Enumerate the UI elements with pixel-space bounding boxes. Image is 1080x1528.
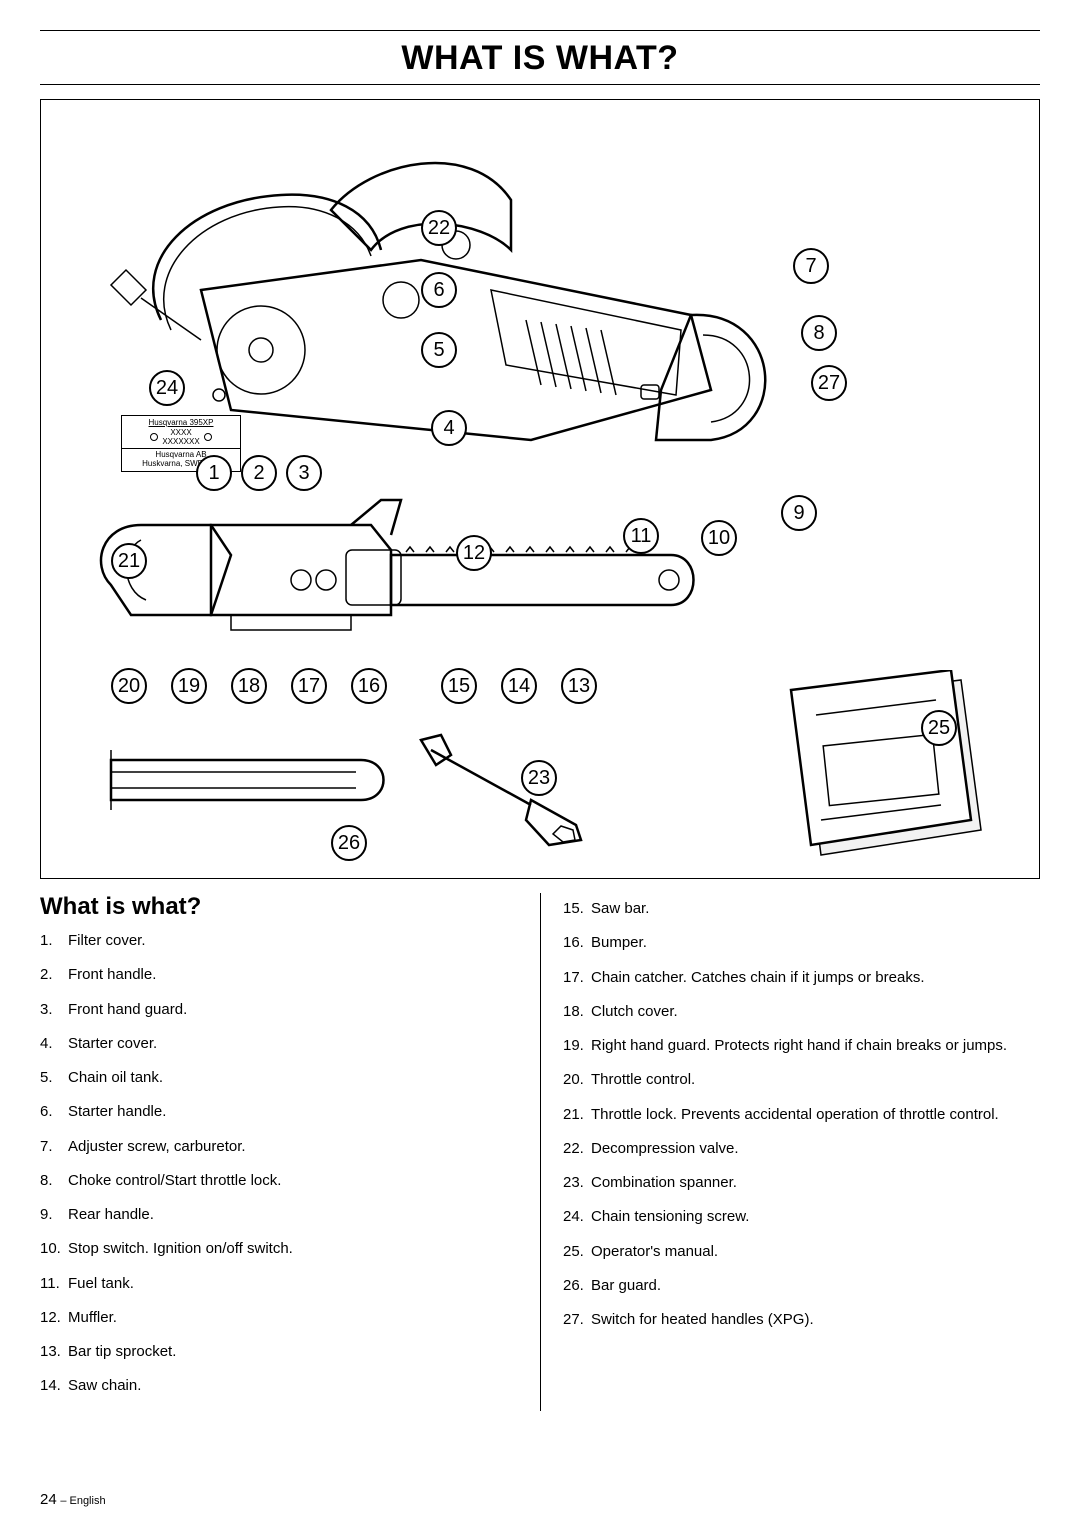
- plate-line1: XXXX: [162, 428, 199, 438]
- plate-line2: XXXXXXX: [162, 437, 199, 447]
- callout-9: 9: [781, 495, 817, 531]
- callout-19: 19: [171, 668, 207, 704]
- bar-guard-illustration: [101, 740, 401, 820]
- callout-27: 27: [811, 365, 847, 401]
- callout-17: 17: [291, 668, 327, 704]
- callout-21: 21: [111, 543, 147, 579]
- plate-model: Husqvarna 395XP: [122, 418, 240, 428]
- parts-list-left: 1.Filter cover. 2.Front handle. 3.Front …: [40, 931, 528, 1397]
- chainsaw-side-illustration: [91, 495, 711, 675]
- callout-14: 14: [501, 668, 537, 704]
- parts-columns: What is what? 1.Filter cover. 2.Front ha…: [40, 893, 1040, 1411]
- section-subtitle: What is what?: [40, 893, 528, 921]
- callout-4: 4: [431, 410, 467, 446]
- callout-12: 12: [456, 535, 492, 571]
- callout-18: 18: [231, 668, 267, 704]
- page-header: WHAT IS WHAT?: [40, 30, 1040, 85]
- callout-22: 22: [421, 210, 457, 246]
- page-language: – English: [60, 1495, 105, 1507]
- page-number: 24: [40, 1491, 57, 1508]
- callout-11: 11: [623, 518, 659, 554]
- callout-16: 16: [351, 668, 387, 704]
- callout-7: 7: [793, 248, 829, 284]
- callout-5: 5: [421, 332, 457, 368]
- callout-10: 10: [701, 520, 737, 556]
- callout-2: 2: [241, 455, 277, 491]
- diagram-container: Husqvarna 395XP XXXX XXXXXXX Husqvarna A…: [40, 99, 1040, 879]
- callout-25: 25: [921, 710, 957, 746]
- manual-illustration: [761, 670, 1001, 870]
- callout-13: 13: [561, 668, 597, 704]
- callout-6: 6: [421, 272, 457, 308]
- callout-24: 24: [149, 370, 185, 406]
- left-column: What is what? 1.Filter cover. 2.Front ha…: [40, 893, 540, 1411]
- callout-1: 1: [196, 455, 232, 491]
- callout-20: 20: [111, 668, 147, 704]
- callout-8: 8: [801, 315, 837, 351]
- page-title: WHAT IS WHAT?: [40, 39, 1040, 78]
- spanner-illustration: [411, 730, 611, 850]
- callout-23: 23: [521, 760, 557, 796]
- callout-15: 15: [441, 668, 477, 704]
- right-column: 15.Saw bar. 16.Bumper. 17.Chain catcher.…: [540, 893, 1040, 1411]
- page-footer: 24 – English: [40, 1491, 106, 1508]
- callout-3: 3: [286, 455, 322, 491]
- callout-26: 26: [331, 825, 367, 861]
- parts-list-right: 15.Saw bar. 16.Bumper. 17.Chain catcher.…: [563, 899, 1040, 1330]
